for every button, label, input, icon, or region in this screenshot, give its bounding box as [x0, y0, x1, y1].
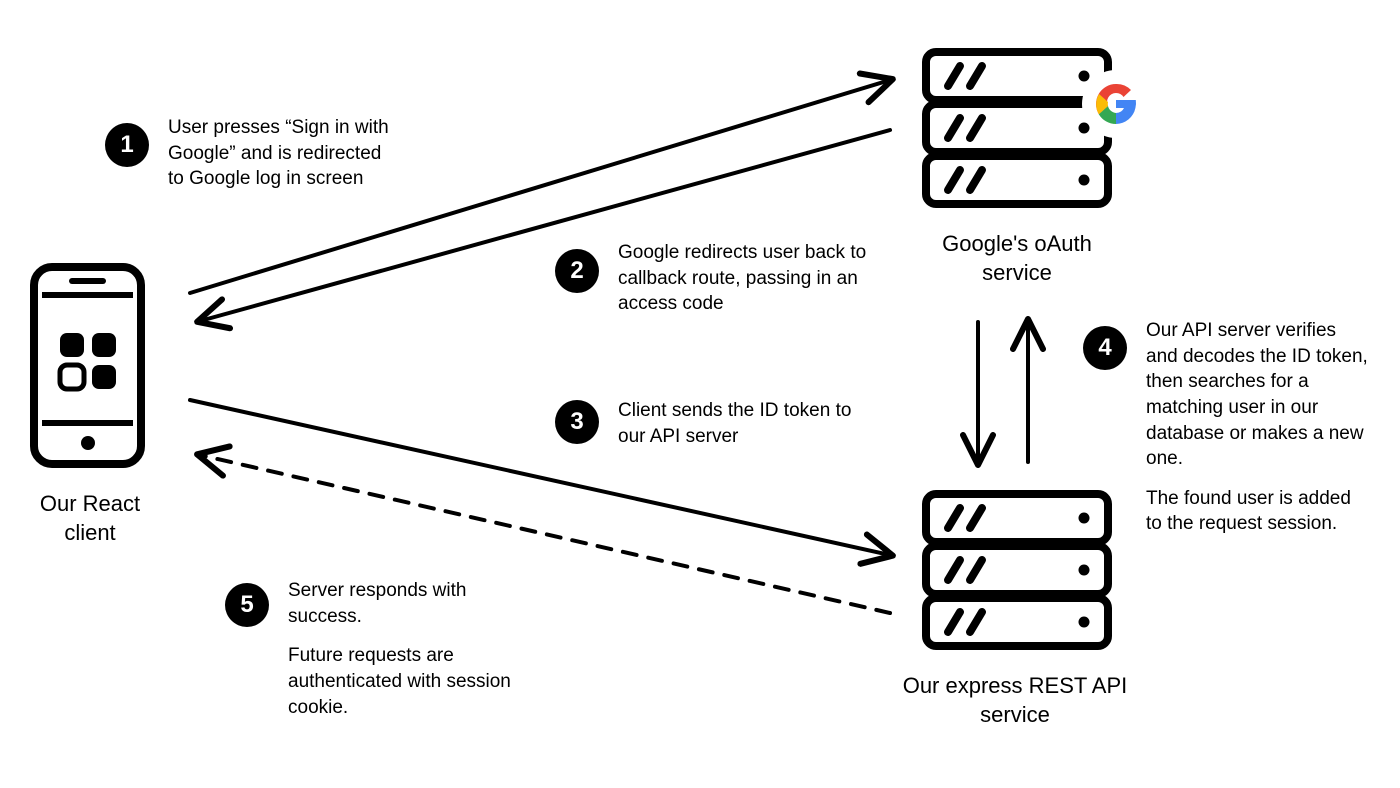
step-5-text: Server responds with success. Future requ…	[288, 578, 518, 720]
step-2-num: 2	[570, 257, 583, 285]
google-g-icon	[1082, 70, 1150, 138]
step-paragraph: User presses “Sign in with Google” and i…	[168, 115, 398, 192]
step-paragraph: Future requests are authenticated with s…	[288, 643, 518, 720]
step-2-badge: 2	[555, 249, 599, 293]
api-label-text: Our express REST APIservice	[903, 673, 1128, 727]
step-3-text: Client sends the ID token to our API ser…	[618, 398, 858, 449]
step-3-badge: 3	[555, 400, 599, 444]
step-paragraph: The found user is added to the request s…	[1146, 486, 1371, 537]
api-label: Our express REST APIservice	[870, 672, 1160, 729]
step-paragraph: Google redirects user back to callback r…	[618, 240, 868, 317]
step-2-text: Google redirects user back to callback r…	[618, 240, 868, 317]
step-4-badge: 4	[1083, 326, 1127, 370]
client-label-text: Our Reactclient	[40, 491, 140, 545]
step-4-text: Our API server verifies and decodes the …	[1146, 318, 1371, 537]
step-3-num: 3	[570, 408, 583, 436]
step-paragraph: Server responds with success.	[288, 578, 518, 629]
step-1-text: User presses “Sign in with Google” and i…	[168, 115, 398, 192]
step-5-num: 5	[240, 591, 253, 619]
step-paragraph: Client sends the ID token to our API ser…	[618, 398, 858, 449]
step-4-num: 4	[1098, 334, 1111, 362]
step-paragraph: Our API server verifies and decodes the …	[1146, 318, 1371, 472]
server-google-icon	[926, 52, 1150, 204]
google-label: Google's oAuthservice	[900, 230, 1134, 287]
google-label-text: Google's oAuthservice	[942, 231, 1092, 285]
phone-icon	[34, 267, 141, 464]
diagram-canvas: Our Reactclient Google's oAuthservice Ou…	[0, 0, 1400, 788]
client-label: Our Reactclient	[20, 490, 160, 547]
step-5-badge: 5	[225, 583, 269, 627]
server-api-icon	[926, 494, 1108, 646]
step-1-num: 1	[120, 131, 133, 159]
step-1-badge: 1	[105, 123, 149, 167]
